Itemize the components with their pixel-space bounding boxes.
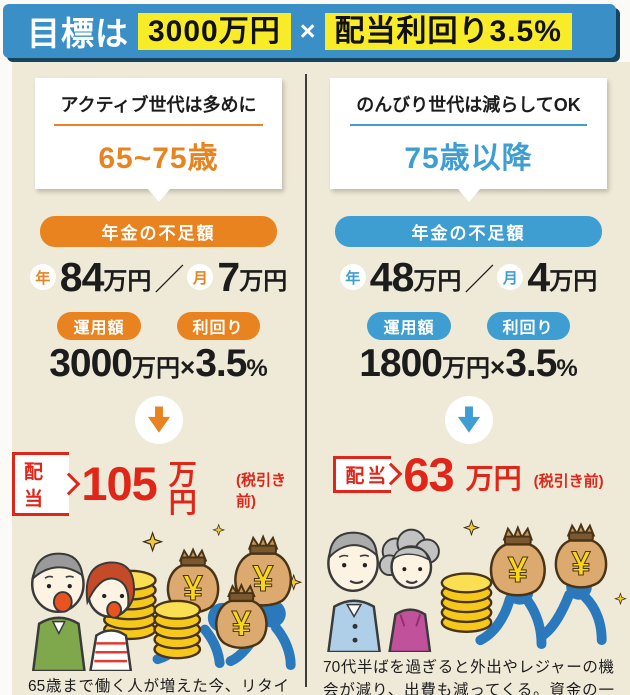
formula-times: × xyxy=(490,352,506,382)
age-range: 65~75歳 xyxy=(98,142,219,175)
active-couple-illustration: ¥ ¥ xyxy=(12,523,305,671)
svg-text:¥: ¥ xyxy=(508,549,529,590)
sparkle-icon xyxy=(462,518,627,605)
investment-formula: 3000万円×3.5% xyxy=(12,342,305,387)
dividend-value: 63 xyxy=(403,447,454,501)
age-range: 75歳以降 xyxy=(404,142,533,175)
monthly-shortage-value: 7 xyxy=(217,253,240,300)
elderly-couple-illustration: ¥ ¥ xyxy=(307,504,630,652)
dividend-unit: 万円 xyxy=(168,458,197,518)
yield-rate: 3.5 xyxy=(195,342,247,385)
yearly-shortage-unit: 万円 xyxy=(103,268,152,295)
money-bag-icon: ¥ xyxy=(215,582,268,649)
formula-labels: 運用額 利回り xyxy=(307,312,630,340)
shortage-amounts: 年 84 万円 ／ 月 7 万円 xyxy=(12,255,305,299)
year-badge: 年 xyxy=(339,264,366,290)
title-prefix: 目標は xyxy=(27,15,129,52)
money-bag-icon: ¥ xyxy=(489,524,546,597)
column-active-generation: アクティブ世代は多めに 65~75歳 年金の不足額 年 84 万円 ／ 月 7 … xyxy=(12,62,305,695)
down-arrow-icon xyxy=(134,395,183,444)
down-arrow-icon xyxy=(444,395,493,444)
yearly-shortage-value: 84 xyxy=(59,253,105,300)
man-figure xyxy=(30,552,86,671)
pretax-note: (税引き前) xyxy=(533,472,604,490)
fund-amount-pill: 運用額 xyxy=(367,312,451,340)
pension-shortage-banner: 年金の不足額 xyxy=(40,216,277,247)
yield-rate: 3.5 xyxy=(505,342,557,385)
fund-unit: 万円 xyxy=(442,355,490,382)
dividend-tag: 配当 xyxy=(333,455,392,493)
age-group-card: アクティブ世代は多めに 65~75歳 xyxy=(35,78,282,189)
year-badge: 年 xyxy=(29,264,56,290)
yield-pill: 利回り xyxy=(176,312,260,340)
month-badge: 月 xyxy=(497,264,524,290)
pretax-note: (税引き前) xyxy=(236,471,286,510)
pension-shortage-banner: 年金の不足額 xyxy=(335,216,602,247)
age-group-tagline: のんびり世代は減らしてOK xyxy=(350,91,587,126)
monthly-shortage-unit: 万円 xyxy=(549,268,598,295)
svg-text:¥: ¥ xyxy=(253,557,274,599)
column-description: 70代半ばを過ぎると外出やレジャーの機会が減り、出費も減ってくる。資金の一部は現… xyxy=(323,658,614,695)
yield-pill: 利回り xyxy=(486,312,570,340)
column-divider xyxy=(305,74,307,687)
svg-text:¥: ¥ xyxy=(571,545,591,583)
slash-separator: ／ xyxy=(464,264,495,297)
monthly-shortage-unit: 万円 xyxy=(239,268,288,295)
investment-formula: 1800万円×3.5% xyxy=(307,342,630,387)
fund-unit: 万円 xyxy=(132,355,180,382)
title-goal-highlight: 3000万円 xyxy=(138,12,291,50)
percent-sign: % xyxy=(556,355,578,382)
svg-text:¥: ¥ xyxy=(231,603,251,643)
title-banner: 目標は 3000万円 × 配当利回り3.5% xyxy=(3,4,616,58)
monthly-shortage-value: 4 xyxy=(527,253,550,300)
formula-labels: 運用額 利回り xyxy=(12,312,305,340)
month-badge: 月 xyxy=(187,264,214,290)
column-description: 65歳まで働く人が増えた今、リタイア生活が始まったばかりの60代後半はレジャーも… xyxy=(28,677,289,695)
money-bag-icon: ¥ xyxy=(554,522,608,589)
fund-value: 1800 xyxy=(359,342,443,385)
percent-sign: % xyxy=(246,355,268,382)
elderly-woman-figure xyxy=(378,528,440,652)
elderly-man-figure xyxy=(327,531,381,652)
dividend-result: 配当 63 万円 (税引き前) xyxy=(307,451,630,498)
coin-stack-icon xyxy=(440,572,493,633)
yearly-shortage-unit: 万円 xyxy=(413,268,462,295)
runner-figure xyxy=(475,589,607,649)
dividend-result: 配当 105 万円 (税引き前) xyxy=(12,451,305,517)
svg-text:¥: ¥ xyxy=(183,568,203,608)
coin-stack-icon xyxy=(153,599,202,660)
dividend-unit: 万円 xyxy=(465,463,522,495)
age-group-tagline: アクティブ世代は多めに xyxy=(54,91,263,126)
column-relaxed-generation: のんびり世代は減らしてOK 75歳以降 年金の不足額 年 48 万円 ／ 月 4… xyxy=(307,62,630,695)
title-yield-highlight: 配当利回り3.5% xyxy=(324,12,572,50)
dividend-value: 105 xyxy=(81,457,157,511)
fund-amount-pill: 運用額 xyxy=(57,312,141,340)
age-group-card: のんびり世代は減らしてOK 75歳以降 xyxy=(330,78,607,189)
multiply-sign: × xyxy=(299,15,316,46)
woman-figure xyxy=(85,561,135,671)
comparison-panel: アクティブ世代は多めに 65~75歳 年金の不足額 年 84 万円 ／ 月 7 … xyxy=(12,62,630,695)
yearly-shortage-value: 48 xyxy=(369,253,415,300)
formula-times: × xyxy=(180,352,196,382)
dividend-tag: 配当 xyxy=(12,451,70,516)
slash-separator: ／ xyxy=(154,264,185,297)
fund-value: 3000 xyxy=(49,342,133,385)
shortage-amounts: 年 48 万円 ／ 月 4 万円 xyxy=(307,255,630,299)
